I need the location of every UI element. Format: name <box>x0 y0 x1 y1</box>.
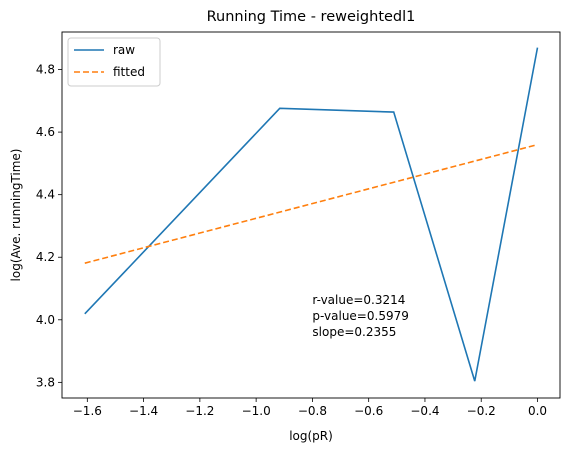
stats-annotation: r-value=0.3214 p-value=0.5979 slope=0.2355 <box>312 293 408 339</box>
x-axis-label: log(pR) <box>289 429 333 443</box>
x-tick-label: −1.4 <box>129 404 158 418</box>
series-line-fitted <box>84 143 538 264</box>
plot-area-frame <box>61 31 561 399</box>
x-tick-label: 0.0 <box>528 404 547 418</box>
y-tick-label: 4.0 <box>36 313 55 327</box>
y-ticks: 3.8 4.0 4.2 4.4 4.6 4.8 <box>36 63 62 389</box>
x-tick-label: −0.2 <box>467 404 496 418</box>
y-tick-label: 3.8 <box>36 375 55 389</box>
x-tick-label: −0.8 <box>298 404 327 418</box>
x-tick-label: −1.2 <box>185 404 214 418</box>
y-tick-label: 4.6 <box>36 125 55 139</box>
x-tick-label: −1.6 <box>73 404 102 418</box>
chart-title: Running Time - reweightedl1 <box>207 9 416 25</box>
legend: raw fitted <box>67 37 161 87</box>
y-axis-label: log(Ave. runningTime) <box>9 149 23 282</box>
x-ticks: −1.6 −1.4 −1.2 −1.0 −0.8 −0.6 −0.4 −0.2 0.0 <box>73 398 547 418</box>
annotation-line: r-value=0.3214 <box>312 293 405 307</box>
annotation-line: p-value=0.5979 <box>312 309 408 323</box>
x-tick-label: −0.6 <box>354 404 383 418</box>
annotation-line: slope=0.2355 <box>312 325 396 339</box>
x-tick-label: −0.4 <box>410 404 439 418</box>
y-tick-label: 4.8 <box>36 63 55 77</box>
y-tick-label: 4.4 <box>36 188 55 202</box>
x-tick-label: −1.0 <box>242 404 271 418</box>
series-layer <box>84 47 539 382</box>
legend-label-fitted: fitted <box>113 65 145 79</box>
legend-label-raw: raw <box>113 43 135 57</box>
y-tick-label: 4.2 <box>36 250 55 264</box>
series-line-raw <box>84 47 539 382</box>
